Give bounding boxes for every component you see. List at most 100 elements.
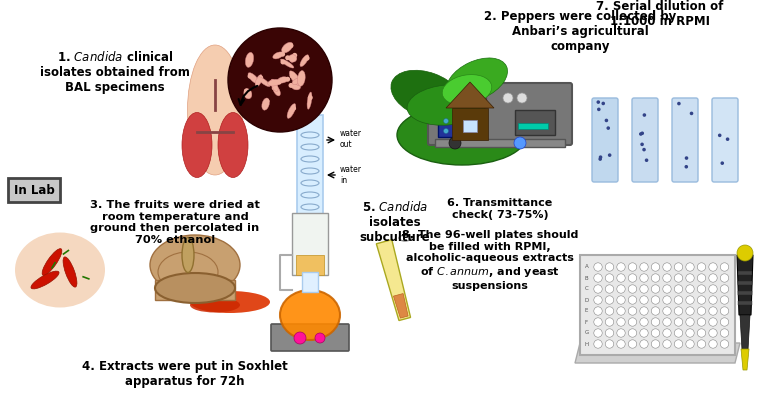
Circle shape	[454, 129, 458, 134]
Text: A: A	[585, 265, 589, 270]
Ellipse shape	[287, 104, 296, 118]
Circle shape	[294, 332, 306, 344]
Circle shape	[685, 156, 689, 160]
Circle shape	[594, 329, 602, 337]
Circle shape	[629, 318, 636, 326]
Ellipse shape	[218, 113, 248, 178]
Ellipse shape	[278, 77, 288, 83]
Polygon shape	[741, 349, 749, 370]
Circle shape	[640, 340, 648, 348]
Text: B: B	[585, 276, 589, 281]
Circle shape	[697, 307, 706, 315]
Circle shape	[685, 165, 688, 168]
Circle shape	[720, 274, 729, 282]
Circle shape	[643, 113, 647, 117]
Circle shape	[308, 95, 313, 100]
Circle shape	[605, 263, 614, 271]
Circle shape	[258, 76, 263, 80]
Circle shape	[663, 329, 671, 337]
Ellipse shape	[248, 73, 259, 84]
Circle shape	[645, 158, 648, 162]
Circle shape	[517, 93, 527, 103]
Circle shape	[685, 318, 694, 326]
Circle shape	[629, 263, 636, 271]
Circle shape	[280, 60, 286, 65]
Text: water
in: water in	[340, 165, 362, 185]
Circle shape	[265, 99, 269, 104]
Polygon shape	[737, 255, 753, 315]
Circle shape	[685, 263, 694, 271]
Circle shape	[601, 102, 605, 105]
Circle shape	[286, 77, 290, 82]
Circle shape	[629, 329, 636, 337]
Circle shape	[617, 307, 626, 315]
Circle shape	[709, 263, 717, 271]
Circle shape	[503, 93, 513, 103]
Circle shape	[675, 340, 683, 348]
Circle shape	[677, 102, 681, 105]
Ellipse shape	[31, 271, 59, 289]
Circle shape	[228, 28, 332, 132]
Circle shape	[720, 307, 729, 315]
Circle shape	[640, 307, 648, 315]
Ellipse shape	[447, 58, 507, 102]
Circle shape	[643, 148, 646, 152]
FancyBboxPatch shape	[438, 89, 486, 107]
Ellipse shape	[155, 273, 235, 303]
Circle shape	[454, 118, 458, 123]
Circle shape	[640, 263, 648, 271]
Circle shape	[300, 77, 304, 82]
Circle shape	[651, 274, 660, 282]
Circle shape	[697, 263, 706, 271]
FancyBboxPatch shape	[738, 291, 752, 295]
Circle shape	[685, 340, 694, 348]
Circle shape	[640, 142, 644, 146]
Circle shape	[597, 100, 600, 104]
Text: In Lab: In Lab	[14, 184, 54, 197]
Text: water
out: water out	[340, 129, 362, 149]
Circle shape	[605, 118, 608, 122]
Circle shape	[608, 153, 612, 157]
Circle shape	[651, 318, 660, 326]
Polygon shape	[575, 343, 740, 363]
Circle shape	[640, 274, 648, 282]
Ellipse shape	[281, 59, 294, 68]
Ellipse shape	[268, 79, 281, 86]
Circle shape	[629, 285, 636, 293]
Polygon shape	[446, 82, 494, 108]
Circle shape	[629, 307, 636, 315]
Circle shape	[291, 106, 296, 111]
FancyBboxPatch shape	[8, 178, 60, 202]
Ellipse shape	[282, 42, 293, 53]
Circle shape	[685, 274, 694, 282]
Circle shape	[718, 134, 721, 137]
Text: 3. The fruits were dried at
room temperature and
ground then percolated in
70% e: 3. The fruits were dried at room tempera…	[90, 200, 260, 245]
Circle shape	[720, 263, 729, 271]
Circle shape	[663, 307, 671, 315]
Circle shape	[685, 285, 694, 293]
Circle shape	[617, 296, 626, 304]
FancyBboxPatch shape	[738, 281, 752, 285]
FancyBboxPatch shape	[438, 109, 480, 137]
Ellipse shape	[273, 85, 280, 96]
Circle shape	[726, 137, 730, 141]
Ellipse shape	[258, 77, 270, 87]
Circle shape	[663, 274, 671, 282]
Circle shape	[594, 296, 602, 304]
Circle shape	[289, 83, 293, 88]
Text: H: H	[585, 341, 589, 346]
Circle shape	[651, 263, 660, 271]
FancyBboxPatch shape	[452, 108, 488, 140]
Ellipse shape	[290, 54, 296, 62]
Ellipse shape	[182, 237, 194, 273]
FancyBboxPatch shape	[632, 98, 658, 182]
Circle shape	[690, 112, 693, 115]
Circle shape	[605, 285, 614, 293]
Circle shape	[597, 108, 601, 111]
Circle shape	[720, 161, 724, 165]
Text: 8. The 96-well plates should
be filled with RPMI,
alcoholic-aqueous extracts
of : 8. The 96-well plates should be filled w…	[401, 230, 578, 291]
Ellipse shape	[442, 75, 492, 105]
FancyBboxPatch shape	[435, 139, 565, 147]
FancyBboxPatch shape	[580, 255, 735, 355]
Circle shape	[640, 318, 648, 326]
